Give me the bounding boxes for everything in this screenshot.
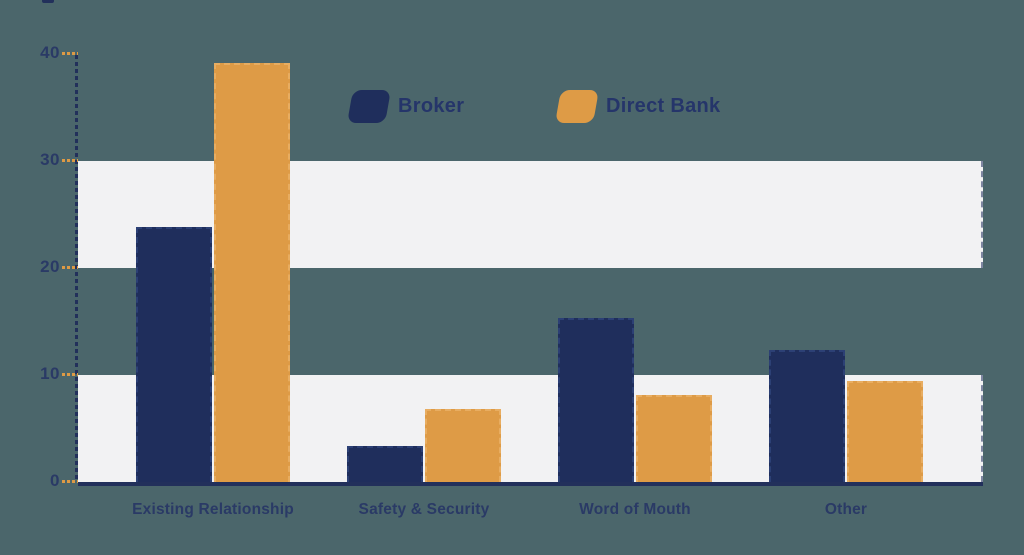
- legend-label-broker: Broker: [398, 95, 465, 117]
- ytick-mark-40: [62, 52, 78, 55]
- ytick-mark-30: [62, 159, 78, 162]
- bar-direct-bank-word-of-mouth: [636, 395, 712, 482]
- ytick-label-0: 0: [50, 471, 60, 490]
- ytick-mark-10: [62, 373, 78, 376]
- ytick-label-10: 10: [40, 364, 60, 383]
- bar-direct-bank-safety-security: [425, 409, 501, 482]
- ytick-label-40: 40: [40, 43, 60, 62]
- chart-legend: Broker Direct Bank: [0, 90, 1024, 126]
- category-label-existing-relationship: Existing Relationship: [132, 501, 294, 518]
- legend-item-broker: Broker: [347, 90, 465, 123]
- bar-direct-bank-other: [847, 381, 923, 482]
- bar-broker-other: [769, 350, 845, 482]
- bar-direct-bank-existing-relationship: [214, 62, 290, 482]
- ytick-label-20: 20: [40, 257, 60, 276]
- legend-item-direct-bank: Direct Bank: [555, 90, 721, 123]
- ytick-mark-20: [62, 266, 78, 269]
- ytick-mark-0: [62, 480, 78, 483]
- x-axis-line: [78, 482, 983, 486]
- legend-label-direct-bank: Direct Bank: [606, 95, 721, 117]
- category-label-word-of-mouth: Word of Mouth: [579, 501, 691, 518]
- category-label-other: Other: [824, 501, 868, 518]
- bar-broker-safety-security: [347, 445, 423, 482]
- bar-broker-existing-relationship: [136, 227, 212, 482]
- bar-broker-word-of-mouth: [558, 318, 634, 482]
- broker-swatch-icon: [347, 90, 391, 123]
- direct-bank-swatch-icon: [555, 90, 599, 123]
- ytick-label-30: 30: [40, 150, 60, 169]
- cropped-glyph: [42, 0, 54, 3]
- category-label-safety-security: Safety & Security: [358, 501, 490, 518]
